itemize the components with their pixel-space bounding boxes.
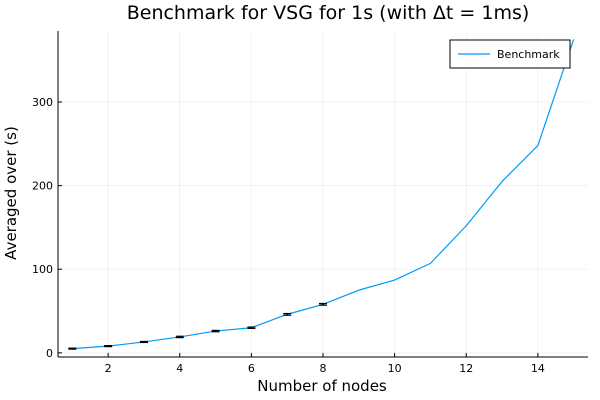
- y-tick-label: 100: [32, 263, 53, 276]
- y-ticks: 0 100 200 300: [32, 96, 62, 360]
- x-tick-label: 10: [388, 362, 402, 375]
- y-tick-label: 300: [32, 96, 53, 109]
- x-ticks: 2 4 6 8 10 12 14: [105, 353, 545, 375]
- y-axis-label: Averaged over (s): [2, 126, 20, 260]
- x-tick-label: 2: [105, 362, 112, 375]
- x-tick-label: 12: [459, 362, 473, 375]
- y-tick-label: 0: [46, 347, 53, 360]
- x-axis-label: Number of nodes: [257, 377, 387, 395]
- x-tick-label: 8: [320, 362, 327, 375]
- grid: [58, 31, 588, 357]
- legend-label: Benchmark: [497, 48, 560, 61]
- legend: Benchmark: [449, 39, 571, 69]
- x-tick-label: 6: [248, 362, 255, 375]
- series-layer: [68, 39, 575, 350]
- x-tick-label: 4: [176, 362, 183, 375]
- x-tick-label: 14: [531, 362, 545, 375]
- chart-title: Benchmark for VSG for 1s (with Δt = 1ms): [127, 2, 530, 24]
- y-tick-label: 200: [32, 180, 53, 193]
